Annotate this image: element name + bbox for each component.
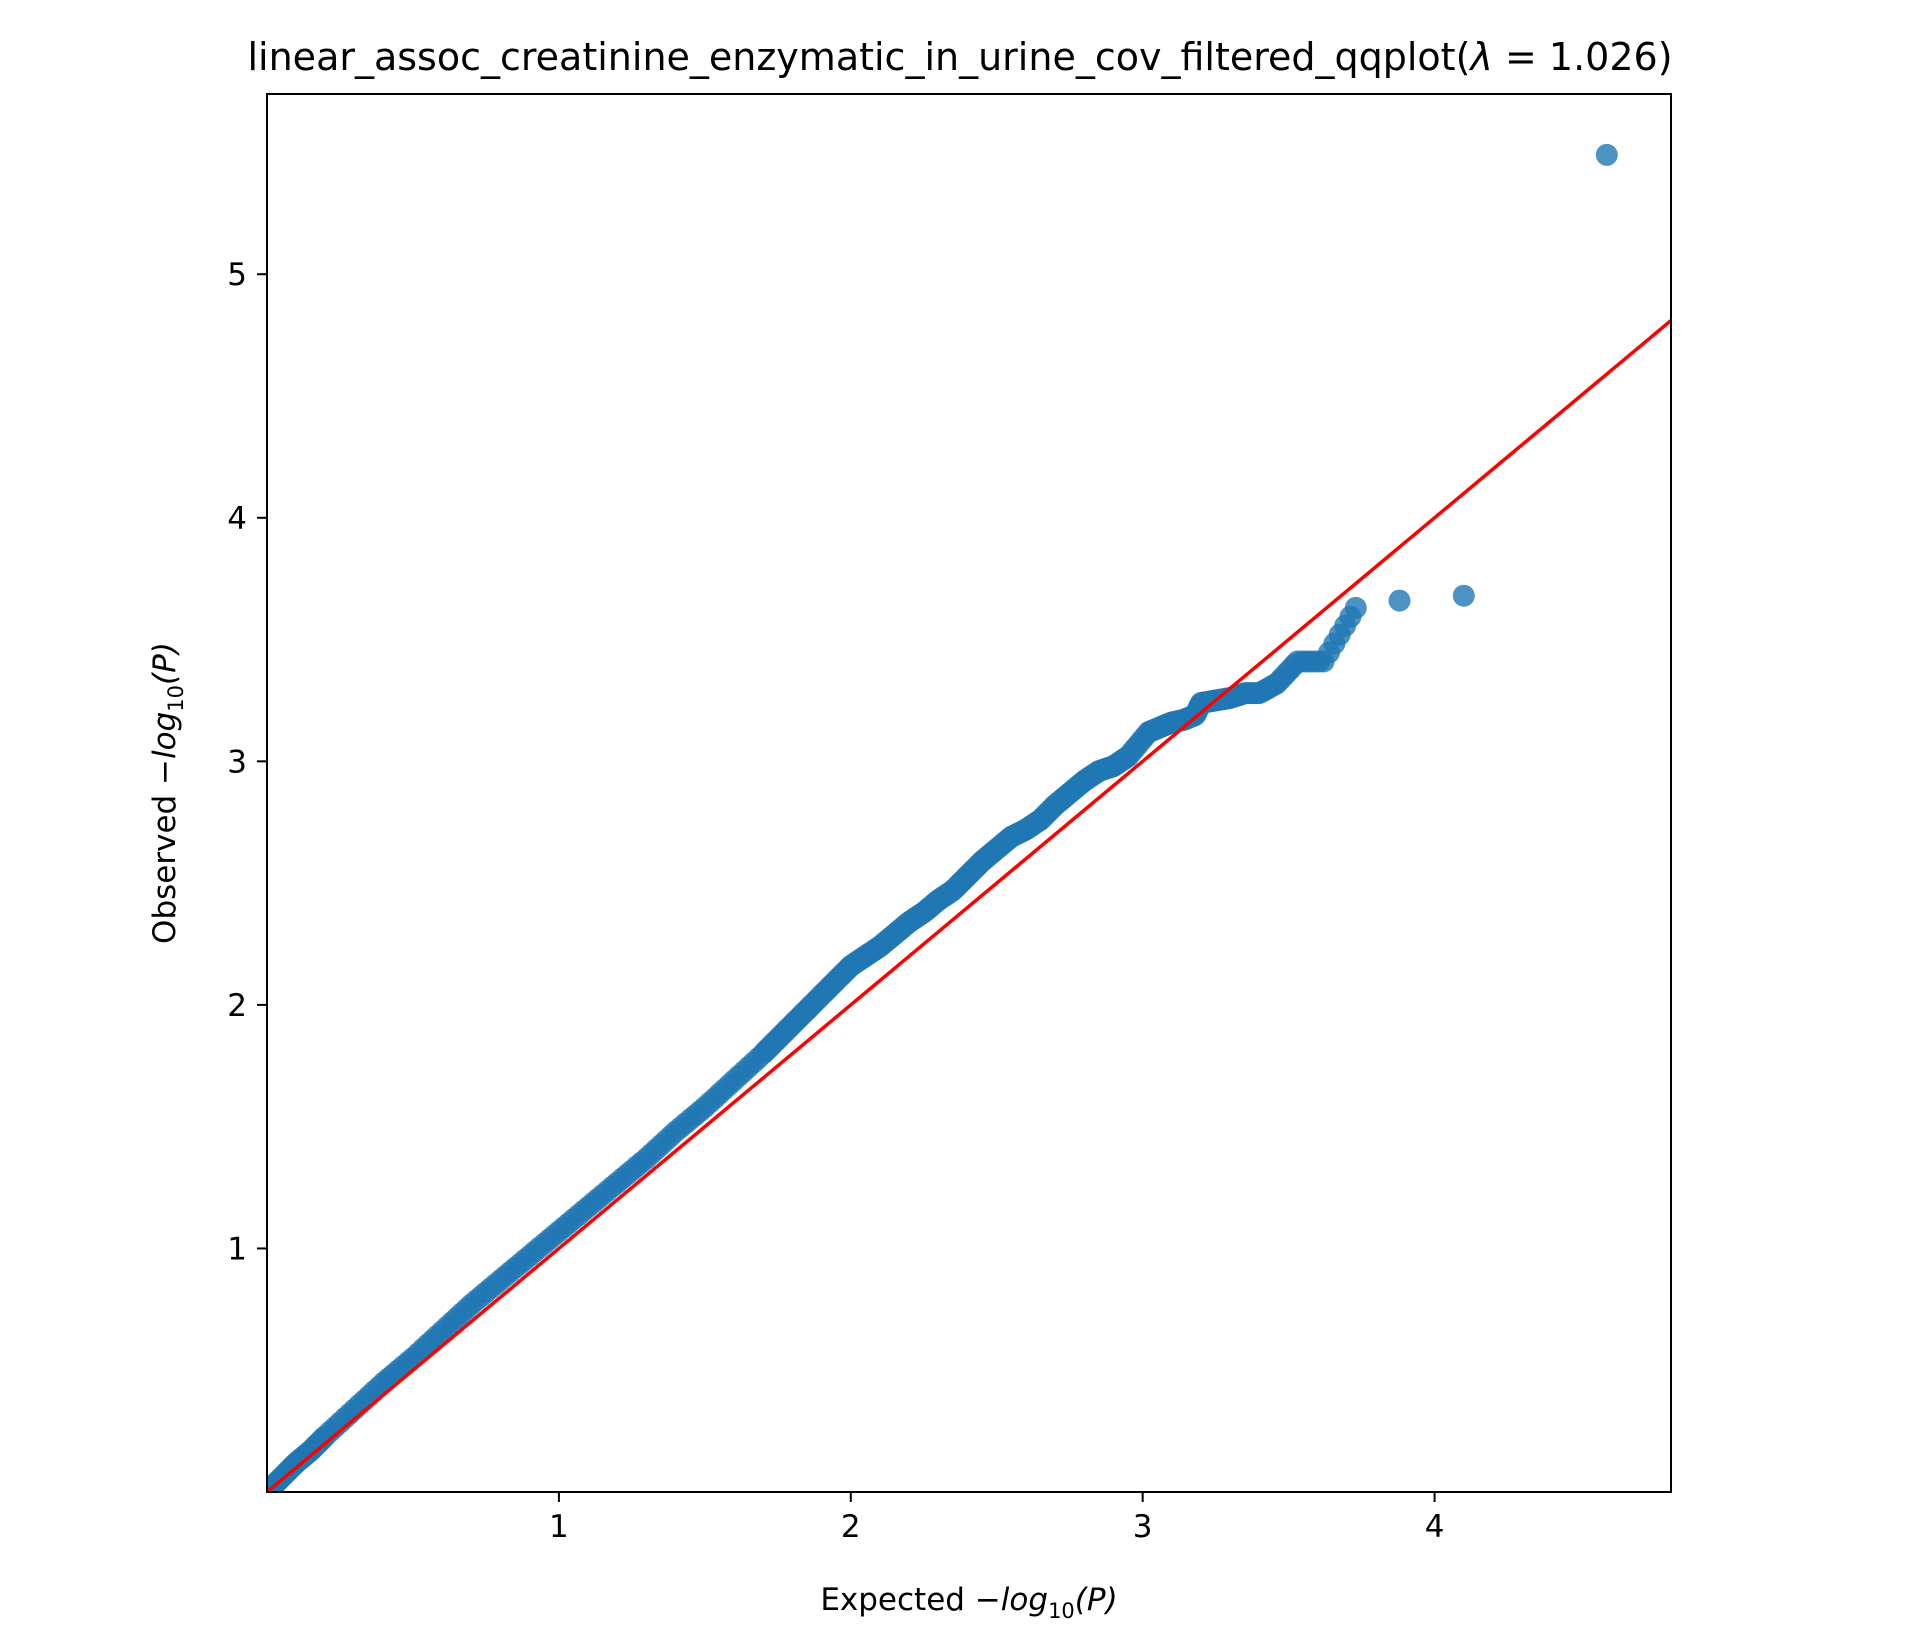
data-points [267,143,1618,1492]
data-point [1388,589,1411,612]
x-axis-title: Expected −log10(P) [820,1582,1117,1623]
x-tick-label: 3 [1133,1509,1153,1545]
x-axis-ticks: 1 2 3 4 [549,1492,1444,1545]
x-tick-label: 2 [841,1509,861,1545]
plot-frame [266,93,1672,1493]
data-point [1339,605,1362,628]
chart-title: linear_assoc_creatinine_enzymatic_in_uri… [247,35,1672,79]
x-tick-label: 4 [1425,1509,1445,1545]
data-point [1452,584,1475,607]
x-tick-label: 1 [549,1509,569,1545]
y-tick-label: 2 [227,988,247,1024]
data-point [1595,143,1618,166]
y-tick-label: 4 [227,501,247,537]
y-tick-label: 5 [227,257,247,293]
y-axis-ticks: 1 2 3 4 5 [227,257,267,1267]
reference-line [267,319,1671,1492]
y-tick-label: 1 [227,1231,247,1267]
y-tick-label: 3 [227,744,247,780]
y-axis-title: Observed −log10(P) [147,642,188,944]
